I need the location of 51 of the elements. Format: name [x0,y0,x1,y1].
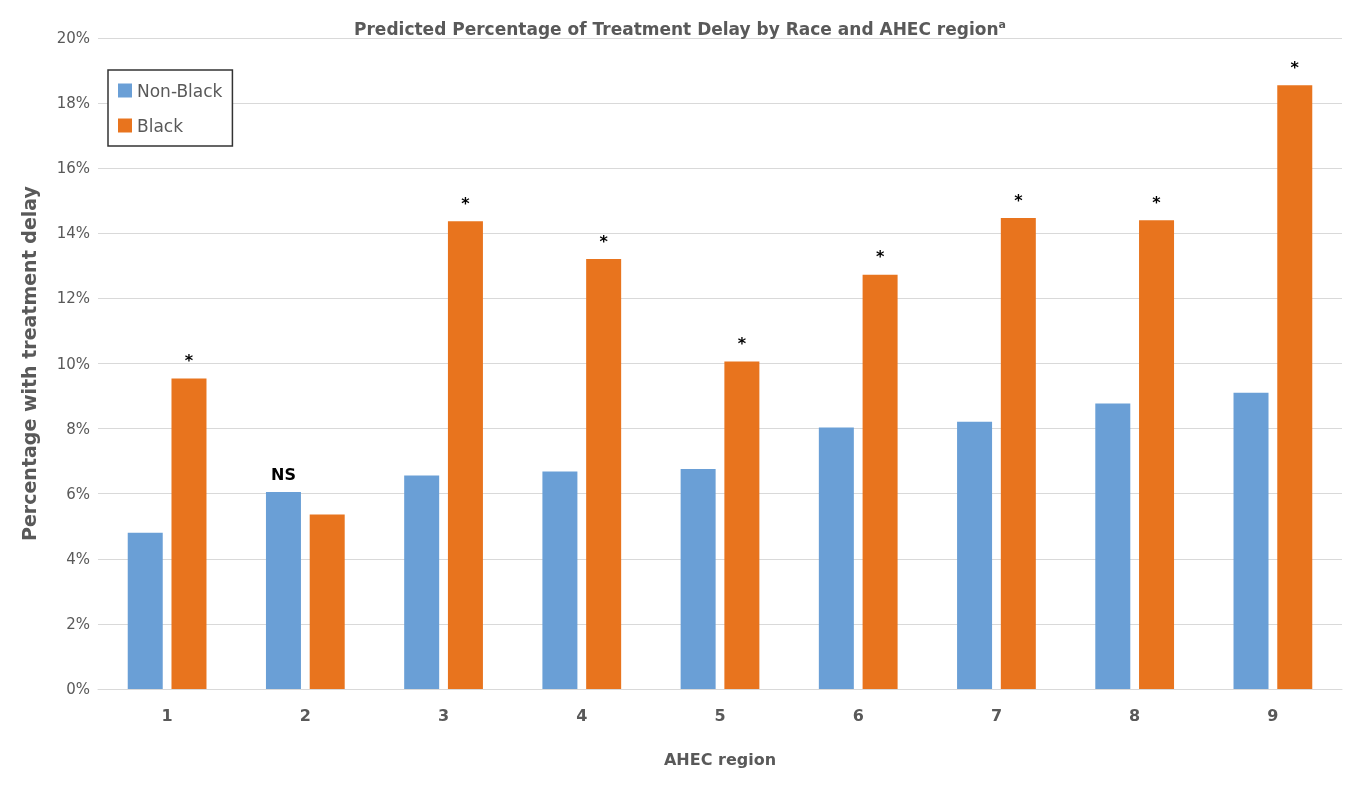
x-tick-label: 5 [714,705,726,725]
legend-label: Non-Black [137,80,223,101]
x-tick-label: 1 [161,705,173,725]
annotation: * [737,334,747,354]
y-tick-label: 0% [66,680,90,698]
annotation: * [875,247,885,267]
bar [309,514,345,689]
y-tick-label: 14% [56,224,90,243]
bar [724,361,760,689]
annotation: * [1152,192,1162,212]
y-tick-label: 6% [66,484,90,503]
bar [1000,218,1036,689]
bar [1139,220,1175,689]
legend-label: Black [137,115,184,136]
annotation: * [184,350,194,370]
y-tick-label: 18% [56,94,90,113]
bar [1095,403,1131,689]
bar [542,471,578,689]
bar [1277,85,1313,689]
bar [171,378,207,689]
bar [127,532,163,689]
annotation: NS [271,464,296,484]
x-axis-title: AHEC region [663,749,777,769]
x-tick-label: 2 [299,705,311,725]
bar [265,492,301,689]
annotation: * [461,193,471,213]
x-tick-label: 6 [852,705,864,725]
bar [818,427,854,689]
y-tick-label: 2% [66,614,90,633]
x-tick-label: 3 [437,705,450,725]
bar [862,274,898,689]
bar [586,259,622,689]
y-tick-label: 8% [66,419,90,438]
x-tick-label: 4 [576,705,588,725]
y-tick-label: 12% [56,289,90,308]
bar [957,421,993,689]
x-tick-label: 8 [1129,705,1141,725]
y-tick-label: 16% [56,159,90,178]
x-tick-label: 7 [990,705,1003,725]
annotation: * [1014,190,1024,210]
y-tick-label: 20% [56,29,90,47]
y-tick-label: 4% [66,549,90,568]
annotation: * [599,231,609,251]
y-axis-title: Percentage with treatment delay [17,185,40,541]
bar [447,221,483,689]
bar [1233,392,1269,689]
x-tick-label: 9 [1267,705,1279,725]
bar [680,468,716,689]
y-tick-label: 10% [56,354,90,373]
annotation: * [1290,57,1300,77]
bar [404,475,440,689]
